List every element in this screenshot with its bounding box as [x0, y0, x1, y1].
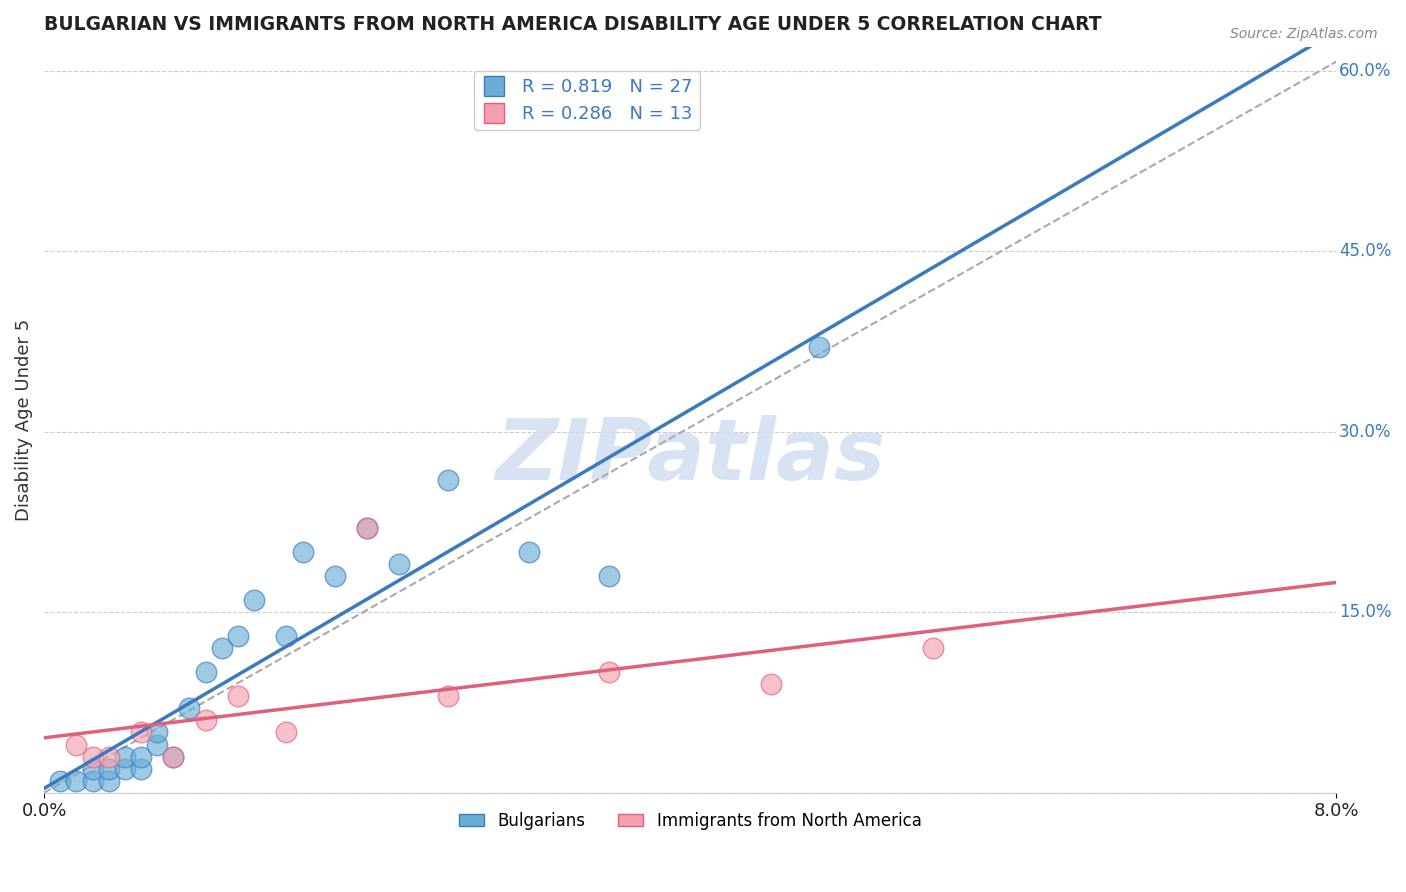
Bulgarians — [129, 762, 152, 776]
Bulgarians — [356, 521, 378, 535]
Immigrants from North America — [598, 665, 620, 680]
Bulgarians — [437, 473, 460, 487]
Text: Source: ZipAtlas.com: Source: ZipAtlas.com — [1230, 27, 1378, 41]
Immigrants from North America — [356, 521, 378, 535]
Bulgarians — [97, 762, 120, 776]
Immigrants from North America — [97, 749, 120, 764]
Immigrants from North America — [921, 641, 943, 656]
Bulgarians — [388, 557, 411, 571]
Bulgarians — [162, 749, 184, 764]
Bulgarians — [179, 701, 201, 715]
Bulgarians — [65, 773, 87, 788]
Text: 30.0%: 30.0% — [1339, 423, 1392, 441]
Text: ZIPatlas: ZIPatlas — [495, 416, 886, 499]
Immigrants from North America — [437, 690, 460, 704]
Bulgarians — [211, 641, 233, 656]
Immigrants from North America — [82, 749, 104, 764]
Bulgarians — [598, 569, 620, 583]
Bulgarians — [323, 569, 346, 583]
Immigrants from North America — [129, 725, 152, 739]
Bulgarians — [97, 773, 120, 788]
Text: 15.0%: 15.0% — [1339, 603, 1392, 621]
Immigrants from North America — [65, 738, 87, 752]
Bulgarians — [129, 749, 152, 764]
Bulgarians — [808, 341, 831, 355]
Immigrants from North America — [162, 749, 184, 764]
Text: 60.0%: 60.0% — [1339, 62, 1392, 79]
Immigrants from North America — [759, 677, 782, 691]
Bulgarians — [114, 762, 136, 776]
Immigrants from North America — [226, 690, 249, 704]
Bulgarians — [146, 738, 169, 752]
Bulgarians — [276, 629, 298, 643]
Bulgarians — [291, 545, 314, 559]
Bulgarians — [146, 725, 169, 739]
Bulgarians — [114, 749, 136, 764]
Text: 45.0%: 45.0% — [1339, 243, 1392, 260]
Immigrants from North America — [276, 725, 298, 739]
Bulgarians — [82, 762, 104, 776]
Y-axis label: Disability Age Under 5: Disability Age Under 5 — [15, 318, 32, 521]
Bulgarians — [194, 665, 217, 680]
Immigrants from North America — [194, 714, 217, 728]
Bulgarians — [49, 773, 72, 788]
Bulgarians — [226, 629, 249, 643]
Text: BULGARIAN VS IMMIGRANTS FROM NORTH AMERICA DISABILITY AGE UNDER 5 CORRELATION CH: BULGARIAN VS IMMIGRANTS FROM NORTH AMERI… — [44, 15, 1102, 34]
Legend: Bulgarians, Immigrants from North America: Bulgarians, Immigrants from North Americ… — [453, 805, 928, 837]
Bulgarians — [82, 773, 104, 788]
Bulgarians — [243, 593, 266, 607]
Bulgarians — [517, 545, 540, 559]
